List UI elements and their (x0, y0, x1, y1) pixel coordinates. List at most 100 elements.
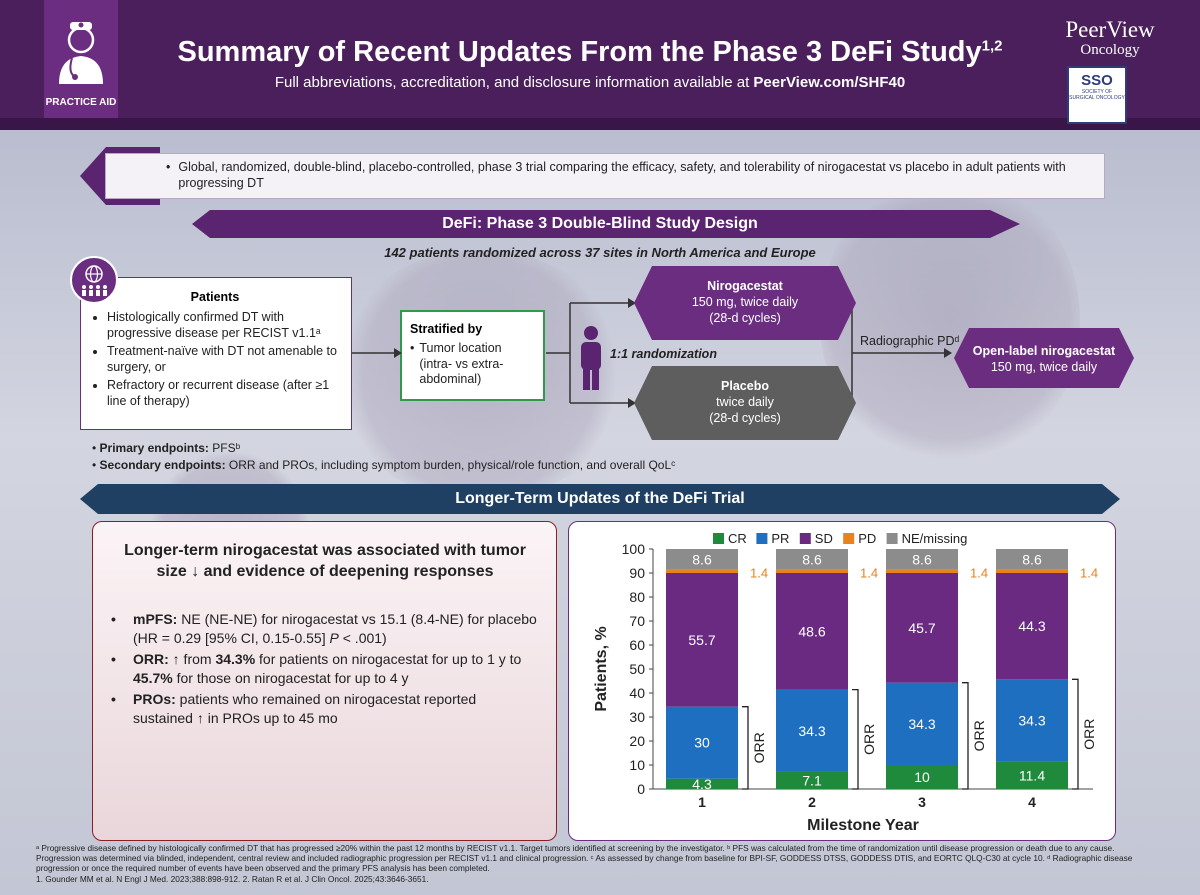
placebo-shape (634, 366, 856, 440)
patients-title: Patients (190, 290, 240, 304)
y-tick-label: 50 (629, 661, 645, 677)
data-label: 8.6 (692, 551, 712, 567)
intro-box: • Global, randomized, double-blind, place… (105, 153, 1105, 199)
y-tick-label: 30 (629, 709, 645, 725)
open-label-shape (954, 328, 1134, 388)
endpoints: • Primary endpoints: PFSᵇ • Secondary en… (92, 441, 676, 472)
bar-segment-cr (996, 761, 1068, 789)
updates-title-bar (80, 484, 1120, 514)
y-tick-label: 40 (629, 685, 645, 701)
data-label: 34.3 (908, 716, 935, 732)
pd-label: Radiographic PDᵈ (860, 334, 960, 348)
page-subtitle: Full abbreviations, accreditation, and d… (274, 74, 906, 91)
randomized-text: 142 patients randomized across 37 sites … (384, 245, 816, 260)
globe-icon (70, 256, 118, 304)
updates-text-panel: Longer-term nirogacestat was associated … (92, 521, 557, 841)
bar-segment-ne-missing (776, 549, 848, 570)
nirogacestat-box: Nirogacestat 150 mg, twice daily (28-d c… (691, 279, 799, 325)
y-axis-label: Patients, % (593, 626, 610, 711)
design-title-arrows (192, 210, 1020, 238)
bar-segment-pd (666, 569, 738, 573)
practice-aid-label: PRACTICE AID (45, 97, 117, 108)
design-title: DeFi: Phase 3 Double-Blind Study Design (210, 210, 990, 238)
legend-label: PR (771, 531, 789, 546)
y-tick-label: 60 (629, 637, 645, 653)
y-tick-label: 0 (637, 781, 645, 797)
data-label-pd: 1.4 (750, 566, 768, 581)
data-label: 4.3 (692, 776, 712, 792)
legend-label: SD (815, 531, 833, 546)
bullet-mpfs: • mPFS: NE (NE-NE) for nirogacestat vs 15… (111, 611, 537, 646)
stratified-item: Tumor location (intra- vs extra-abdomina… (419, 341, 504, 386)
data-label: 8.6 (1022, 551, 1042, 567)
y-tick-label: 70 (629, 613, 645, 629)
legend-swatch (713, 533, 724, 544)
data-label: 34.3 (798, 723, 825, 739)
bar-segment-sd (666, 573, 738, 707)
person-icon (581, 326, 601, 390)
legend-label: NE/missing (902, 531, 968, 546)
data-label: 8.6 (802, 551, 822, 567)
bar-segment-ne-missing (996, 549, 1068, 570)
header-banner: PRACTICE AID Summary of Recent Updates F… (0, 0, 1200, 130)
legend-swatch (843, 533, 855, 544)
y-tick-label: 20 (629, 733, 645, 749)
orr-bracket-label: ORR (751, 732, 767, 763)
data-label-pd: 1.4 (1080, 566, 1098, 581)
y-tick-label: 80 (629, 589, 645, 605)
x-tick-label: 3 (918, 794, 926, 810)
page-title: Summary of Recent Updates From the Phase… (177, 36, 1003, 68)
bar-segment-pr (886, 682, 958, 765)
orr-bracket (1072, 678, 1079, 790)
bar-segment-sd (886, 573, 958, 683)
legend-label: CR (728, 531, 747, 546)
data-label-pd: 1.4 (860, 566, 878, 581)
header-stripe (0, 118, 1200, 130)
x-tick-label: 2 (808, 794, 816, 810)
bar-segment-cr (886, 765, 958, 789)
bar-segment-pr (666, 706, 738, 779)
data-label-pd: 1.4 (970, 566, 988, 581)
updates-headline: Longer-term nirogacestat was associated … (124, 542, 526, 580)
legend-swatch (886, 533, 898, 544)
practice-aid-badge: PRACTICE AID (44, 0, 118, 118)
data-label: 48.6 (798, 623, 825, 639)
orr-bracket (742, 706, 749, 790)
bar-segment-ne-missing (666, 549, 738, 570)
data-label: 7.1 (802, 772, 822, 788)
data-label: 8.6 (912, 551, 932, 567)
bar-segment-cr (776, 771, 848, 789)
data-label: 11.4 (1019, 767, 1045, 783)
data-label: 45.7 (908, 620, 935, 636)
stratified-title: Stratified by (410, 322, 483, 336)
data-label: 44.3 (1018, 618, 1045, 634)
orr-bracket (852, 688, 859, 790)
updates-title: Longer-Term Updates of the DeFi Trial (455, 490, 745, 507)
patients-item: Treatment-naïve with DT not amenable to … (107, 344, 341, 375)
patients-item: Refractory or recurrent disease (after ≥… (107, 378, 341, 409)
bar-segment-sd (996, 573, 1068, 680)
legend-label: PD (858, 531, 876, 546)
bar-segment-pr (996, 679, 1068, 762)
y-tick-label: 10 (629, 757, 645, 773)
orr-bracket-label: ORR (861, 724, 877, 755)
stratified-box: Stratified by • Tumor location (intra- vs… (400, 310, 545, 401)
x-axis-label: Milestone Year (807, 817, 919, 834)
orr-bracket-label: ORR (971, 720, 987, 751)
peerview-link[interactable]: PeerView.com/SHF40 (753, 74, 906, 91)
sso-logo: SSO SOCIETY OF SURGICAL ONCOLOGY (1067, 66, 1127, 124)
bar-segment-sd (776, 573, 848, 690)
bar-segment-pd (776, 569, 848, 573)
orr-bracket (962, 682, 969, 790)
data-label: 55.7 (688, 632, 715, 648)
x-tick-label: 1 (698, 794, 706, 810)
peerview-logo: PeerView Oncology (1065, 17, 1155, 59)
bar-segment-ne-missing (886, 549, 958, 570)
doctor-icon (59, 22, 103, 84)
legend-swatch (756, 533, 768, 544)
bar-segment-cr (666, 778, 738, 789)
bullet-orr: • ORR: ↑ from 34.3% for patients on nirog… (111, 651, 522, 686)
patients-item: Histologically confirmed DT with progres… (107, 310, 341, 341)
footnotes: ᵃ Progressive disease defined by histolo… (36, 843, 1133, 884)
data-label: 30 (694, 735, 710, 751)
